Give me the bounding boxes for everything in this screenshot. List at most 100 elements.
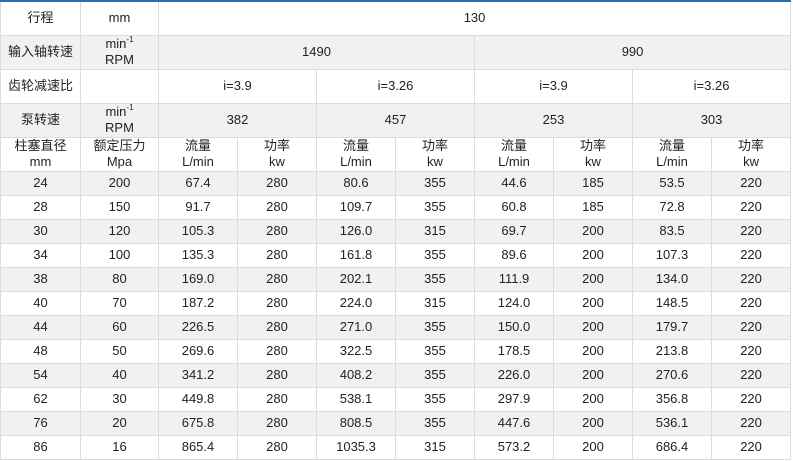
header-label: 功率 bbox=[738, 138, 765, 153]
stroke-value: 130 bbox=[157, 0, 792, 36]
table-cell: 69.7 bbox=[474, 218, 554, 244]
table-row: 40 70 187.2 280 224.0 315 124.0 200 148.5 220 bbox=[0, 290, 792, 316]
table-cell: 315 bbox=[395, 290, 475, 316]
input-speed-row: 输入轴转速 min-1 RPM 1490 990 bbox=[0, 34, 792, 70]
table-row: 76 20 675.8 280 808.5 355 447.6 200 536.1 220 bbox=[0, 410, 792, 436]
header-unit: L/min bbox=[340, 154, 372, 169]
unit-sub: RPM bbox=[105, 52, 134, 67]
table-cell: 200 bbox=[553, 314, 633, 340]
table-cell: 60 bbox=[80, 314, 159, 340]
table-cell: 30 bbox=[0, 218, 81, 244]
table-row: 34 100 135.3 280 161.8 355 89.6 200 107.3 220 bbox=[0, 242, 792, 268]
table-cell: 280 bbox=[237, 218, 317, 244]
header-unit: Mpa bbox=[106, 154, 133, 169]
table-cell: 202.1 bbox=[316, 266, 396, 292]
table-row: 54 40 341.2 280 408.2 355 226.0 200 270.6 220 bbox=[0, 362, 792, 388]
pump-speed-label: 泵转速 bbox=[0, 102, 81, 138]
table-cell: 297.9 bbox=[474, 386, 554, 412]
table-cell: 134.0 bbox=[632, 266, 712, 292]
stroke-unit: mm bbox=[80, 0, 159, 36]
table-cell: 865.4 bbox=[158, 434, 238, 460]
header-unit: kw bbox=[427, 154, 443, 169]
table-cell: 355 bbox=[395, 386, 475, 412]
unit-sup: -1 bbox=[126, 35, 134, 44]
table-cell: 220 bbox=[710, 410, 792, 436]
table-cell: 135.3 bbox=[158, 242, 238, 268]
table-cell: 200 bbox=[553, 266, 633, 292]
table-cell: 76 bbox=[0, 410, 81, 436]
table-cell: 220 bbox=[710, 386, 792, 412]
column-header-pressure: 额定压力 Mpa bbox=[80, 136, 159, 172]
table-cell: 270.6 bbox=[632, 362, 712, 388]
gear-ratio-unit bbox=[80, 68, 159, 104]
table-cell: 322.5 bbox=[316, 338, 396, 364]
table-cell: 200 bbox=[553, 362, 633, 388]
column-header-row: 柱塞直径 mm 额定压力 Mpa 流量 L/min 功率 kw 流量 L/min 功率 kw 流量 L… bbox=[0, 136, 792, 172]
table-cell: 185 bbox=[553, 170, 633, 196]
table-cell: 408.2 bbox=[316, 362, 396, 388]
table-cell: 220 bbox=[710, 170, 792, 196]
table-cell: 220 bbox=[710, 218, 792, 244]
input-speed-value: 990 bbox=[473, 34, 792, 70]
table-cell: 187.2 bbox=[158, 290, 238, 316]
table-cell: 355 bbox=[395, 338, 475, 364]
column-header-flow: 流量 L/min bbox=[632, 136, 712, 172]
unit-main: min bbox=[105, 104, 127, 119]
table-cell: 38 bbox=[0, 266, 81, 292]
table-cell: 355 bbox=[395, 170, 475, 196]
unit-sub: RPM bbox=[105, 120, 134, 135]
table-cell: 72.8 bbox=[632, 194, 712, 220]
table-cell: 280 bbox=[237, 242, 317, 268]
table-cell: 341.2 bbox=[158, 362, 238, 388]
header-unit: kw bbox=[269, 154, 285, 169]
table-cell: 355 bbox=[395, 410, 475, 436]
table-cell: 150.0 bbox=[474, 314, 554, 340]
table-cell: 280 bbox=[237, 386, 317, 412]
table-cell: 34 bbox=[0, 242, 81, 268]
table-cell: 220 bbox=[710, 290, 792, 316]
table-cell: 675.8 bbox=[158, 410, 238, 436]
table-cell: 355 bbox=[395, 242, 475, 268]
table-cell: 100 bbox=[80, 242, 159, 268]
column-header-power: 功率 kw bbox=[710, 136, 792, 172]
table-cell: 28 bbox=[0, 194, 81, 220]
gear-ratio-value: i=3.26 bbox=[631, 68, 792, 104]
table-cell: 67.4 bbox=[158, 170, 238, 196]
table-cell: 169.0 bbox=[158, 266, 238, 292]
header-unit: mm bbox=[29, 154, 52, 169]
table-cell: 44 bbox=[0, 314, 81, 340]
table-cell: 220 bbox=[710, 242, 792, 268]
table-cell: 220 bbox=[710, 338, 792, 364]
column-header-flow: 流量 L/min bbox=[474, 136, 554, 172]
table-row: 24 200 67.4 280 80.6 355 44.6 185 53.5 220 bbox=[0, 170, 792, 196]
table-cell: 53.5 bbox=[632, 170, 712, 196]
table-cell: 200 bbox=[553, 410, 633, 436]
table-cell: 200 bbox=[80, 170, 159, 196]
table-cell: 16 bbox=[80, 434, 159, 460]
input-speed-unit: min-1 RPM bbox=[80, 34, 159, 70]
column-header-power: 功率 kw bbox=[237, 136, 317, 172]
table-cell: 280 bbox=[237, 266, 317, 292]
table-cell: 50 bbox=[80, 338, 159, 364]
table-cell: 315 bbox=[395, 434, 475, 460]
table-cell: 86 bbox=[0, 434, 81, 460]
header-unit: L/min bbox=[182, 154, 214, 169]
table-cell: 200 bbox=[553, 242, 633, 268]
table-cell: 200 bbox=[553, 434, 633, 460]
table-cell: 109.7 bbox=[316, 194, 396, 220]
table-cell: 280 bbox=[237, 314, 317, 340]
gear-ratio-label: 齿轮减速比 bbox=[0, 68, 81, 104]
header-unit: kw bbox=[585, 154, 601, 169]
table-cell: 226.0 bbox=[474, 362, 554, 388]
table-cell: 200 bbox=[553, 338, 633, 364]
table-cell: 80 bbox=[80, 266, 159, 292]
table-cell: 447.6 bbox=[474, 410, 554, 436]
pump-speed-value: 457 bbox=[316, 102, 475, 138]
table-cell: 89.6 bbox=[474, 242, 554, 268]
pump-speed-value: 303 bbox=[631, 102, 792, 138]
table-cell: 200 bbox=[553, 290, 633, 316]
table-cell: 315 bbox=[395, 218, 475, 244]
header-label: 功率 bbox=[421, 138, 448, 153]
table-cell: 148.5 bbox=[632, 290, 712, 316]
table-cell: 355 bbox=[395, 266, 475, 292]
